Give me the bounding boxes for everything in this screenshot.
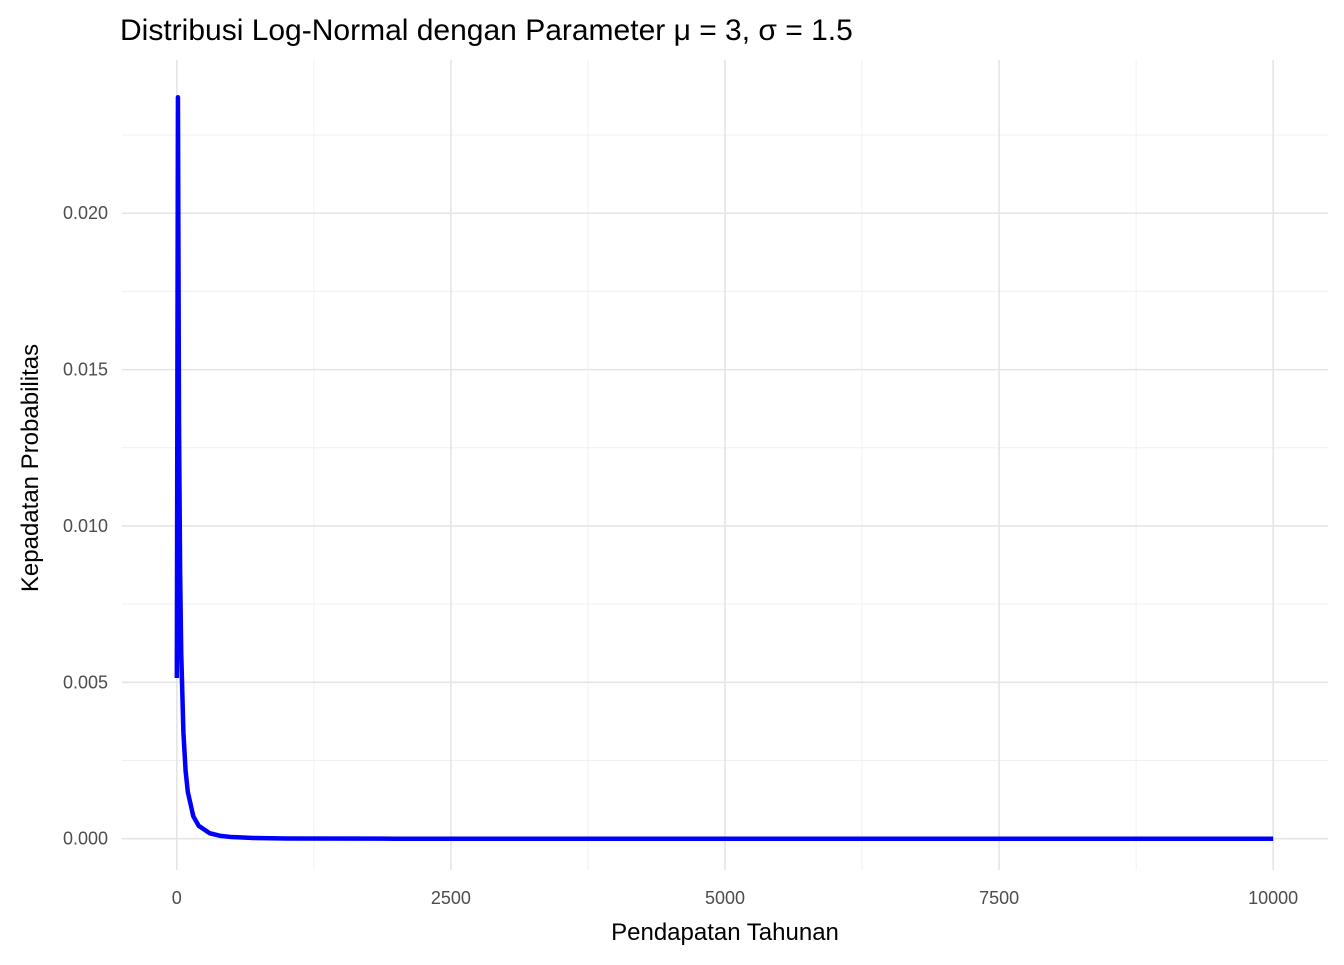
x-tick-label: 7500 [979, 888, 1019, 908]
x-axis-title: Pendapatan Tahunan [611, 919, 839, 946]
x-tick-label: 0 [172, 888, 182, 908]
chart-title: Distribusi Log-Normal dengan Parameter μ… [120, 14, 853, 47]
y-axis-title: Kepadatan Probabilitas [17, 344, 44, 592]
x-tick-label: 5000 [705, 888, 745, 908]
x-tick-label: 10000 [1248, 888, 1298, 908]
line [174, 94, 1274, 841]
y-tick-label: 0.000 [63, 829, 108, 849]
y-tick-label: 0.015 [63, 360, 108, 380]
y-tick-label: 0.010 [63, 516, 108, 536]
y-tick-label: 0.020 [63, 203, 108, 223]
x-tick-label: 2500 [431, 888, 471, 908]
y-tick-label: 0.005 [63, 672, 108, 692]
